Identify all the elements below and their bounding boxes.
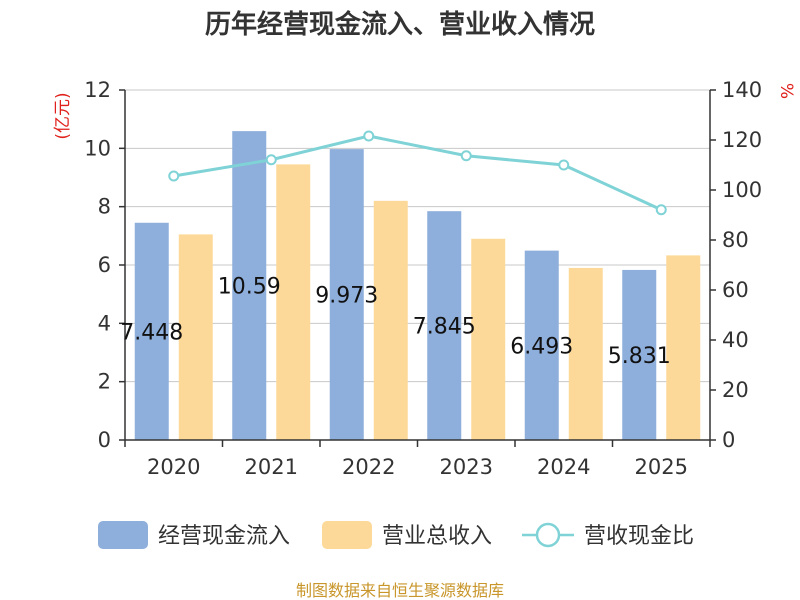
bar-cash-inflow	[524, 250, 559, 440]
chart-title: 历年经营现金流入、营业收入情况	[205, 9, 595, 40]
legend[interactable]: 经营现金流入 营业总收入 营收现金比	[98, 521, 694, 549]
ratio-point	[168, 170, 180, 182]
ratio-point	[363, 130, 375, 142]
y2-tick-label: 120	[722, 128, 762, 152]
y2-tick-label: 20	[722, 378, 749, 402]
bar-revenue	[568, 267, 603, 440]
y2-tick-label: 60	[722, 278, 749, 302]
right-axis-unit: %	[776, 83, 796, 99]
y-tick-label: 6	[98, 253, 111, 277]
y2-tick-label: 140	[722, 78, 762, 102]
ratio-point	[558, 159, 570, 171]
bar-revenue	[666, 255, 701, 440]
y2-tick-label: 40	[722, 328, 749, 352]
legend-item-cash-inflow[interactable]: 经营现金流入	[98, 521, 290, 549]
y-tick-label: 0	[98, 428, 111, 452]
x-tick-label: 2023	[440, 455, 493, 479]
legend-label: 营业总收入	[382, 524, 492, 549]
bar-revenue	[373, 200, 408, 440]
legend-item-ratio[interactable]: 营收现金比	[522, 522, 694, 549]
data-label: 5.831	[608, 344, 671, 369]
data-label: 9.973	[315, 284, 378, 309]
y-tick-label: 10	[84, 136, 111, 160]
ratio-point	[265, 154, 277, 166]
bar-revenue	[178, 234, 213, 440]
legend-label: 经营现金流入	[158, 524, 290, 549]
ratio-line-path	[173, 134, 662, 212]
bar-cash-inflow	[134, 222, 169, 440]
y-tick-label: 2	[98, 370, 111, 394]
data-labels: 7.448 10.59 9.973 7.845 6.493 5.831	[120, 275, 670, 369]
legend-label: 营收现金比	[584, 524, 694, 549]
y-tick-label: 4	[98, 311, 111, 335]
data-label: 6.493	[510, 334, 573, 359]
legend-item-revenue[interactable]: 营业总收入	[322, 521, 492, 549]
bar-cash-inflow	[622, 269, 657, 440]
y-tick-label: 8	[98, 195, 111, 219]
x-tick-label: 2020	[147, 455, 200, 479]
ratio-line	[168, 130, 667, 216]
legend-swatch	[322, 521, 372, 549]
bar-cash-inflow	[232, 131, 267, 440]
data-label: 7.845	[413, 315, 476, 340]
data-label: 10.59	[218, 275, 281, 300]
data-label: 7.448	[120, 320, 183, 345]
ratio-point	[655, 204, 667, 216]
bar-revenue	[471, 238, 506, 440]
y2-tick-label: 0	[722, 428, 735, 452]
ratio-point	[460, 150, 472, 162]
grid-lines	[125, 89, 710, 383]
source-note: 制图数据来自恒生聚源数据库	[296, 581, 504, 600]
y2-tick-label: 80	[722, 228, 749, 252]
x-tick-label: 2022	[342, 455, 395, 479]
legend-marker	[535, 522, 561, 548]
x-tick-label: 2024	[537, 455, 590, 479]
bar-cash-inflow	[427, 211, 462, 440]
y2-tick-label: 100	[722, 178, 762, 202]
x-tick-label: 2025	[635, 455, 688, 479]
left-axis-unit: (亿元)	[53, 92, 73, 139]
bar-revenue	[276, 164, 311, 440]
x-tick-label: 2021	[245, 455, 298, 479]
bars	[134, 131, 701, 440]
y-tick-label: 12	[84, 78, 111, 102]
legend-swatch	[98, 521, 148, 549]
bar-cash-inflow	[329, 149, 364, 440]
